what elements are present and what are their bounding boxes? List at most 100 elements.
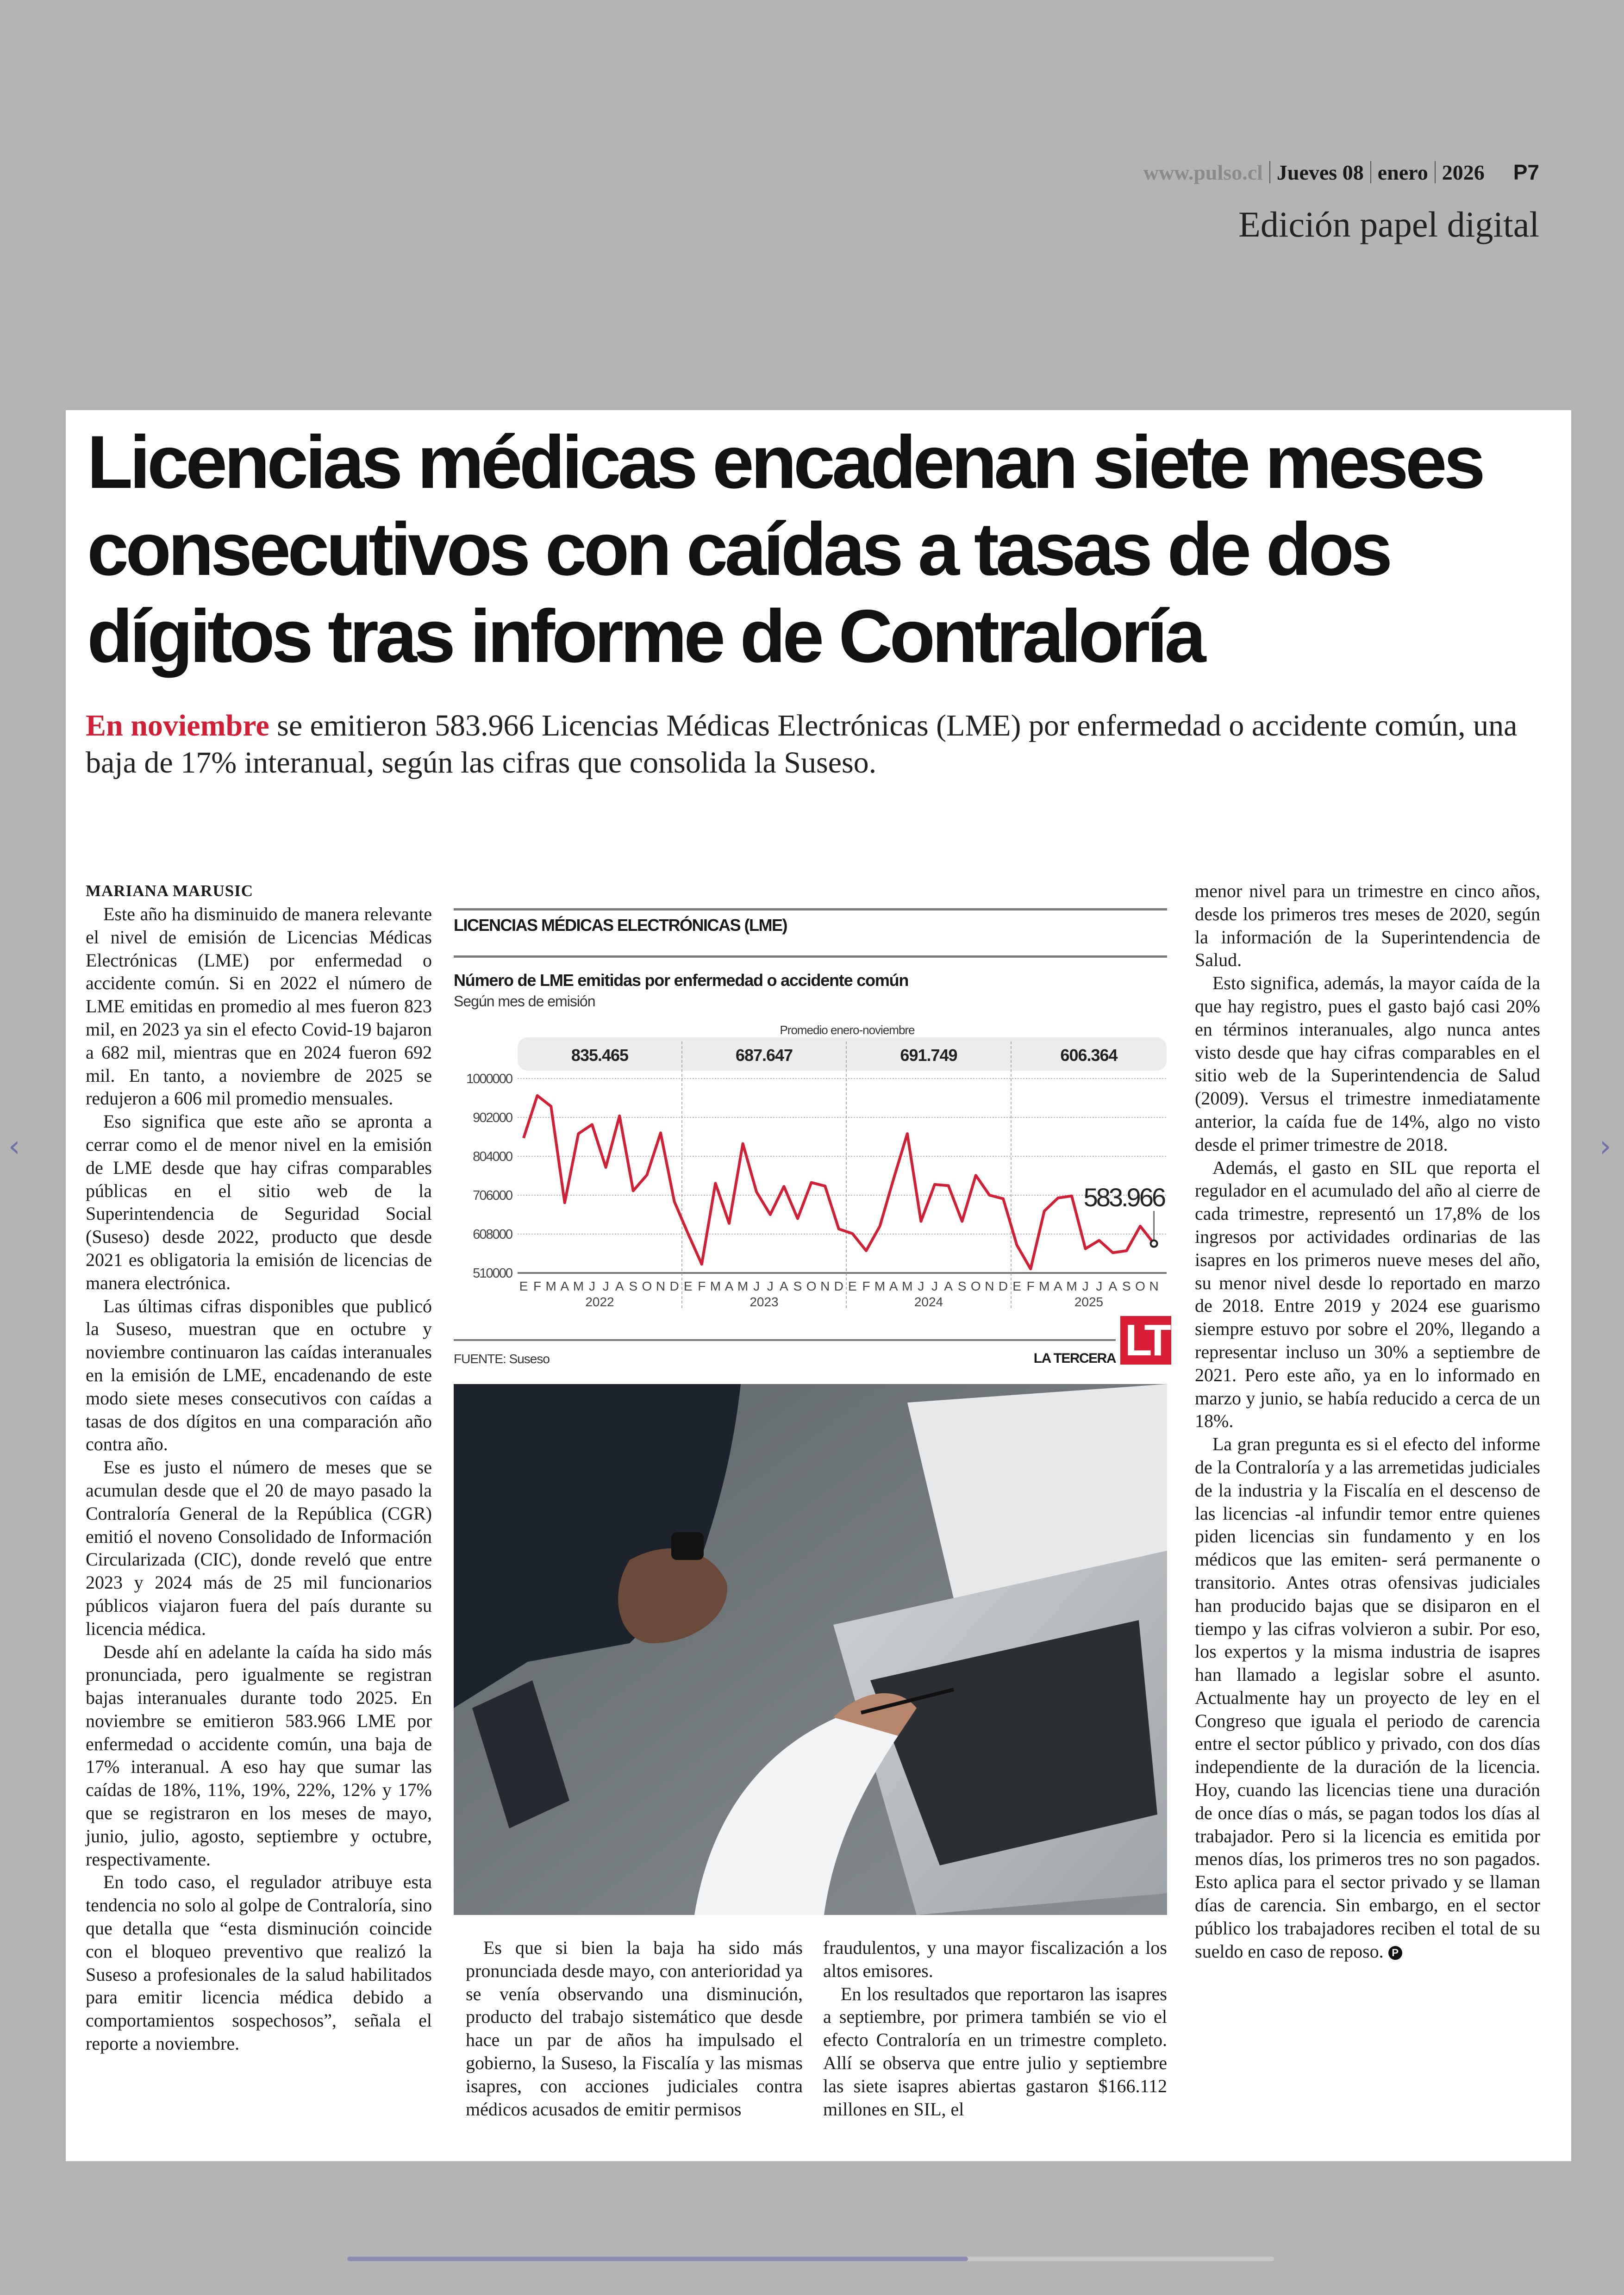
x-tick-label: E — [1012, 1279, 1021, 1293]
x-tick-label: F — [533, 1279, 541, 1293]
page-number: P7 — [1513, 160, 1539, 184]
phone — [472, 1680, 569, 1828]
x-tick-label: A — [1054, 1279, 1062, 1293]
chevron-left-icon[interactable]: ‹ — [8, 1129, 20, 1164]
headline-line: Licencias médicas encadenan siete meses — [87, 420, 1486, 504]
chevron-right-icon[interactable]: › — [1599, 1129, 1612, 1164]
end-mark-icon: P — [1388, 1946, 1402, 1960]
average-value: 687.647 — [736, 1046, 793, 1065]
average-value: 691.749 — [900, 1046, 957, 1065]
x-tick-label: D — [834, 1279, 843, 1293]
average-value: 606.364 — [1060, 1046, 1118, 1065]
paragraph: Las últimas cifras disponibles que publi… — [86, 1295, 432, 1455]
y-axis: 1000000 902000 804000 706000 608000 510000 — [466, 1072, 513, 1281]
x-tick-label: J — [589, 1279, 595, 1293]
y-tick-label: 706000 — [473, 1188, 512, 1203]
grid — [518, 1041, 1167, 1310]
paragraph: Esto significa, además, la mayor caída d… — [1195, 973, 1540, 1155]
average-value: 835.465 — [571, 1046, 629, 1065]
x-tick-label: S — [629, 1279, 637, 1293]
x-tick-label: M — [902, 1279, 912, 1293]
x-tick-label: J — [931, 1279, 938, 1293]
y-tick-label: 1000000 — [466, 1072, 512, 1086]
hands — [618, 1548, 727, 1643]
site-url[interactable]: www.pulso.cl — [1143, 160, 1263, 184]
x-tick-label: A — [889, 1279, 898, 1293]
chart-bottom-rule — [454, 1339, 1116, 1341]
x-tick-label: D — [999, 1279, 1008, 1293]
date-year: 2026 — [1442, 160, 1485, 184]
headline-line: consecutivos con caídas a tasas de dos — [87, 507, 1393, 591]
chart-source: FUENTE: Suseso — [454, 1352, 550, 1366]
deck-text: se emitieron 583.966 Licencias Médicas E… — [86, 709, 1518, 780]
x-tick-label: A — [1108, 1279, 1117, 1293]
x-tick-label: J — [918, 1279, 924, 1293]
year-label: 2022 — [585, 1295, 614, 1309]
paragraph: Ese es justo el número de meses que se a… — [86, 1457, 432, 1639]
photo-doctor-laptop — [454, 1384, 1167, 1915]
x-tick-label: N — [820, 1279, 830, 1293]
paragraph: Este año ha disminuido de manera relevan… — [86, 904, 432, 1109]
x-tick-label: D — [669, 1279, 679, 1293]
averages: 835.465 687.647 691.749 606.364 — [571, 1046, 1118, 1065]
average-band — [518, 1037, 1167, 1071]
y-tick-label: 902000 — [473, 1110, 512, 1125]
x-tick-label: O — [1135, 1279, 1145, 1293]
x-tick-label: O — [642, 1279, 652, 1293]
paragraph: menor nivel para un trimestre en cinco a… — [1195, 880, 1540, 971]
x-tick-label: M — [1066, 1279, 1077, 1293]
x-tick-label: M — [710, 1279, 721, 1293]
x-tick-label: F — [698, 1279, 706, 1293]
paragraph: fraudulentos, y una mayor fiscalización … — [823, 1937, 1167, 1981]
scrollbar-thumb[interactable] — [347, 2257, 968, 2261]
x-tick-label: S — [958, 1279, 967, 1293]
average-label: Promedio enero-noviembre — [780, 1023, 915, 1037]
paragraph: En todo caso, el regulador atribuye esta… — [86, 1871, 432, 2054]
divider — [1269, 161, 1270, 183]
paragraph: Eso significa que este año se apronta a … — [86, 1111, 432, 1293]
date-month: enero — [1377, 160, 1428, 184]
keyboard — [870, 1620, 1157, 1865]
chart-title: Número de LME emitidas por enfermedad o … — [454, 971, 909, 990]
chart-top-rule — [454, 908, 1167, 911]
body-column-4: menor nivel para un trimestre en cinco a… — [1195, 879, 1540, 1963]
x-tick-label: E — [519, 1279, 528, 1293]
divider — [1434, 161, 1436, 183]
x-tick-label: J — [1082, 1279, 1089, 1293]
x-tick-label: E — [848, 1279, 857, 1293]
masthead: www.pulso.cl Jueves 08 enero 2026 P7 — [1143, 160, 1539, 185]
y-tick-label: 804000 — [473, 1149, 512, 1164]
last-value-label: 583.966 — [1084, 1183, 1165, 1212]
x-tick-label: N — [656, 1279, 665, 1293]
la-tercera-logo: LT — [1120, 1316, 1171, 1365]
y-tick-label: 510000 — [473, 1266, 512, 1281]
white-coat — [694, 1708, 898, 1915]
x-tick-label: O — [806, 1279, 817, 1293]
body-column-3: fraudulentos, y una mayor fiscalización … — [823, 1936, 1167, 2120]
year-label: 2024 — [914, 1295, 943, 1309]
suit — [454, 1384, 741, 1708]
x-tick-label: J — [603, 1279, 609, 1293]
x-tick-label: S — [1122, 1279, 1131, 1293]
chart-rule — [454, 955, 1167, 958]
x-tick-label: M — [573, 1279, 584, 1293]
x-tick-label: M — [737, 1279, 748, 1293]
paragraph-text: La gran pregunta es si el efecto del inf… — [1195, 1434, 1540, 1962]
watch — [671, 1532, 704, 1560]
headline-line: dígitos tras informe de Contraloría — [87, 594, 1206, 678]
x-tick-label: A — [725, 1279, 734, 1293]
x-tick-label: F — [862, 1279, 870, 1293]
edition-label: Edición papel digital — [1238, 204, 1539, 244]
credit-name: LA TERCERA — [1033, 1351, 1117, 1366]
paragraph: Además, el gasto en SIL que reporta el r… — [1195, 1157, 1540, 1432]
x-tick-label: E — [684, 1279, 693, 1293]
series-line — [522, 1094, 1155, 1271]
byline: MARIANA MARUSIC — [86, 882, 254, 900]
y-tick-label: 608000 — [473, 1227, 512, 1242]
deck-lead: En noviembre — [86, 709, 269, 742]
x-tick-label: M — [874, 1279, 885, 1293]
x-tick-label: N — [1149, 1279, 1158, 1293]
chart-kicker: LICENCIAS MÉDICAS ELECTRÓNICAS (LME) — [454, 916, 788, 935]
pen — [861, 1688, 954, 1715]
x-tick-label: A — [615, 1279, 624, 1293]
